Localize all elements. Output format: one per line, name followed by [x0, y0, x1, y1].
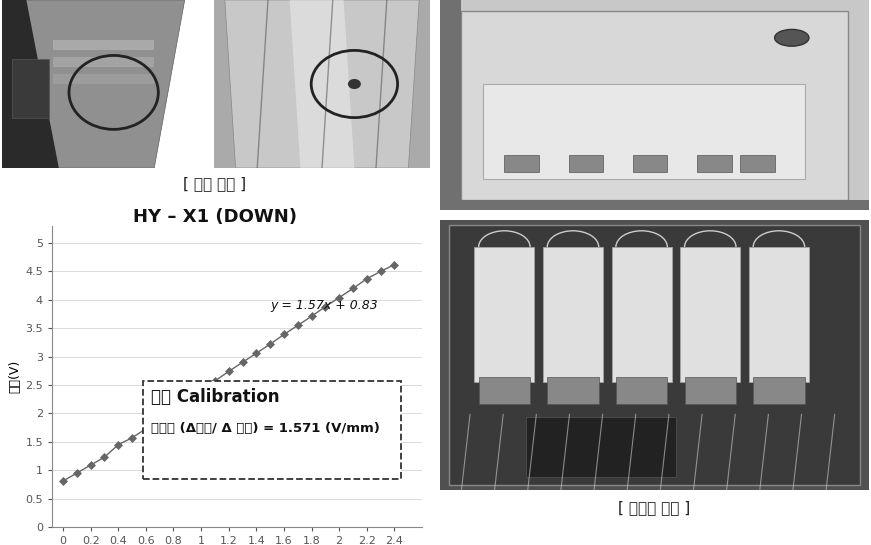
- Bar: [53, 57, 154, 67]
- FancyBboxPatch shape: [143, 381, 402, 479]
- Bar: [53, 74, 154, 84]
- Bar: [633, 155, 667, 172]
- Circle shape: [348, 79, 361, 89]
- Bar: [543, 247, 603, 382]
- Text: [ 거리 센서 ]: [ 거리 센서 ]: [184, 176, 246, 191]
- Bar: [53, 40, 154, 50]
- Bar: [526, 417, 676, 476]
- Bar: [478, 377, 530, 404]
- Text: [ 데이터 수집 ]: [ 데이터 수집 ]: [618, 500, 691, 515]
- Bar: [685, 377, 736, 404]
- Bar: [753, 377, 805, 404]
- Bar: [504, 155, 538, 172]
- Text: 센서 Calibration: 센서 Calibration: [152, 388, 280, 406]
- Bar: [547, 377, 598, 404]
- Bar: [616, 377, 667, 404]
- Bar: [749, 247, 809, 382]
- Circle shape: [774, 29, 809, 46]
- Text: 기울기 (Δ전압/ Δ 거리) = 1.571 (V/mm): 기울기 (Δ전압/ Δ 거리) = 1.571 (V/mm): [152, 422, 381, 435]
- Y-axis label: 전압(V): 전압(V): [8, 360, 21, 393]
- Polygon shape: [23, 0, 185, 168]
- Bar: [440, 199, 869, 210]
- Polygon shape: [289, 0, 354, 168]
- Bar: [483, 84, 805, 179]
- Polygon shape: [225, 0, 419, 168]
- Text: HY – X1 (DOWN): HY – X1 (DOWN): [133, 208, 297, 226]
- Polygon shape: [2, 0, 59, 168]
- Bar: [475, 247, 535, 382]
- Bar: [440, 0, 462, 210]
- Bar: [698, 155, 732, 172]
- Bar: [611, 247, 672, 382]
- Bar: [12, 59, 49, 118]
- Text: y = 1.57x + 0.83: y = 1.57x + 0.83: [270, 299, 378, 312]
- Bar: [680, 247, 740, 382]
- Bar: [740, 155, 774, 172]
- Bar: [569, 155, 603, 172]
